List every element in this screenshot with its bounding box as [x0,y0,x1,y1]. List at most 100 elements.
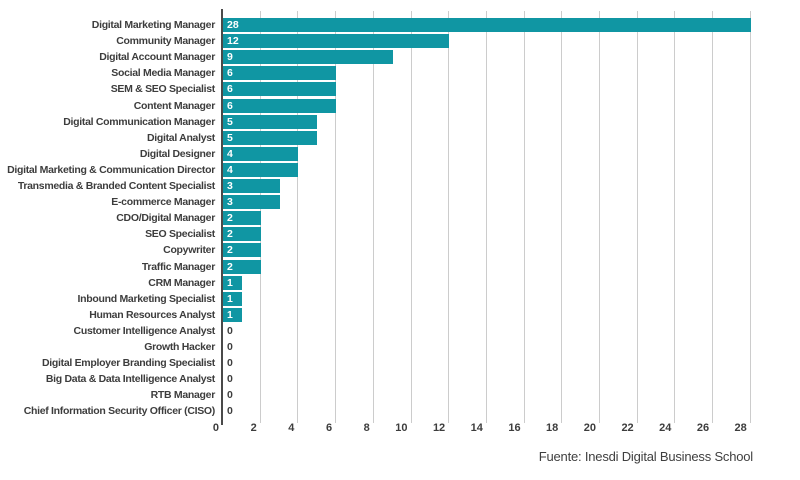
bar [223,50,393,65]
x-axis-tick-label: 6 [325,422,333,434]
bar [223,18,751,32]
gridline [335,11,337,423]
category-label: Traffic Manager [141,260,215,273]
category-label: Digital Account Manager [99,51,215,64]
category-label: Growth Hacker [144,341,215,353]
bar [223,307,242,322]
bar-value-label: 0 [227,341,233,353]
bar-value-label: 0 [227,373,233,386]
category-label: RTB Manager [150,389,216,402]
category-label: Digital Communication Manager [63,115,215,128]
x-axis-tick-label: 12 [432,422,446,434]
bar [223,98,337,113]
x-axis-tick-label: 24 [659,422,672,434]
bar [223,195,280,210]
category-label: Chief Information Security Officer (CISO… [23,405,216,418]
category-label: Digital Marketing & Communication Direct… [7,163,215,176]
gridline [523,11,525,423]
chart-row: Digital Employer Branding Specialist 0 [0,355,800,371]
bar [223,130,318,145]
x-axis-tick-label: 28 [734,422,747,434]
bar [223,114,318,129]
bar-value-label: 6 [227,99,233,112]
bar-value-label: 5 [227,131,233,144]
category-label: SEO Specialist [145,228,215,241]
chart-row: Digital Analyst 5 [0,130,800,146]
category-label: Human Resources Analyst [89,308,215,321]
chart-row: Social Media Manager 6 [0,65,800,81]
chart-row: Copywriter 2 [0,242,800,258]
chart-row: E-commerce Manager 3 [0,194,800,210]
chart-row: Digital Designer 4 [0,146,800,162]
y-axis-line [221,9,223,425]
chart-row: CRM Manager 1 [0,275,800,291]
bar-value-label: 1 [227,276,233,289]
bar-value-label: 2 [227,228,233,241]
bar [223,179,280,193]
gridline [297,11,299,423]
x-axis-tick-label: 20 [583,422,596,434]
bar [223,259,261,274]
x-axis-tick-label: 2 [250,422,257,434]
bar-value-label: 4 [227,147,233,160]
gridline [674,11,676,423]
category-label: Community Manager [116,35,215,48]
category-label: CDO/Digital Manager [116,212,215,225]
bar-value-label: 1 [227,308,233,321]
x-axis-tick-label: 0 [212,422,219,434]
category-label: Digital Marketing Manager [91,19,216,31]
bar [223,82,337,97]
gridline [561,11,563,423]
chart-row: Inbound Marketing Specialist 1 [0,291,800,307]
chart-row: Transmedia & Branded Content Specialist 3 [0,178,800,194]
category-label: Content Manager [133,99,216,112]
source-note: Fuente: Inesdi Digital Business School [538,449,753,464]
gridline [749,11,751,423]
x-axis-tick-label: 22 [621,422,634,434]
bar-value-label: 6 [227,67,233,80]
chart-row: Content Manager 6 [0,98,800,114]
x-axis-tick-label: 4 [288,422,295,434]
chart-row: Growth Hacker 0 [0,339,800,355]
category-label: Transmedia & Branded Content Specialist [17,180,215,192]
chart-row: Digital Marketing Manager 28 [0,17,800,33]
bar-value-label: 2 [227,244,233,257]
bar [223,211,261,226]
category-label: Digital Analyst [146,131,215,144]
bar [223,243,261,258]
bar-value-label: 12 [227,35,239,48]
bar-value-label: 0 [227,389,233,402]
gridline [410,11,412,423]
chart-row: Customer Intelligence Analyst 0 [0,323,800,339]
gridline [712,11,714,423]
bar [223,34,450,49]
bar-value-label: 5 [227,115,233,128]
chart-row: Human Resources Analyst 1 [0,307,800,323]
category-label: Social Media Manager [111,67,215,80]
chart-row: Digital Account Manager 9 [0,49,800,65]
chart-row: Big Data & Data Intelligence Analyst 0 [0,371,800,387]
bar [223,291,242,306]
bar [223,162,299,177]
bar-value-label: 0 [227,405,233,418]
category-label: Digital Employer Branding Specialist [42,357,215,370]
category-label: Digital Designer [139,147,215,160]
chart-row: Traffic Manager 2 [0,259,800,275]
category-label: Copywriter [163,244,215,257]
bar-value-label: 0 [227,324,233,337]
x-axis-tick-label: 18 [546,422,559,434]
chart-row: Community Manager 12 [0,33,800,49]
bar-value-label: 2 [227,260,233,273]
x-axis-tick-label: 14 [470,422,483,434]
x-axis-tick-label: 8 [363,422,370,434]
chart-row: SEM & SEO Specialist 6 [0,81,800,97]
chart-row: Digital Communication Manager 5 [0,114,800,130]
gridline [448,11,450,423]
gridline [599,11,600,423]
bar-value-label: 28 [227,19,239,31]
category-label: Big Data & Data Intelligence Analyst [45,373,215,386]
x-axis-tick-label: 10 [395,422,408,434]
bar [223,66,337,81]
chart-row: Digital Marketing & Communication Direct… [0,162,800,178]
